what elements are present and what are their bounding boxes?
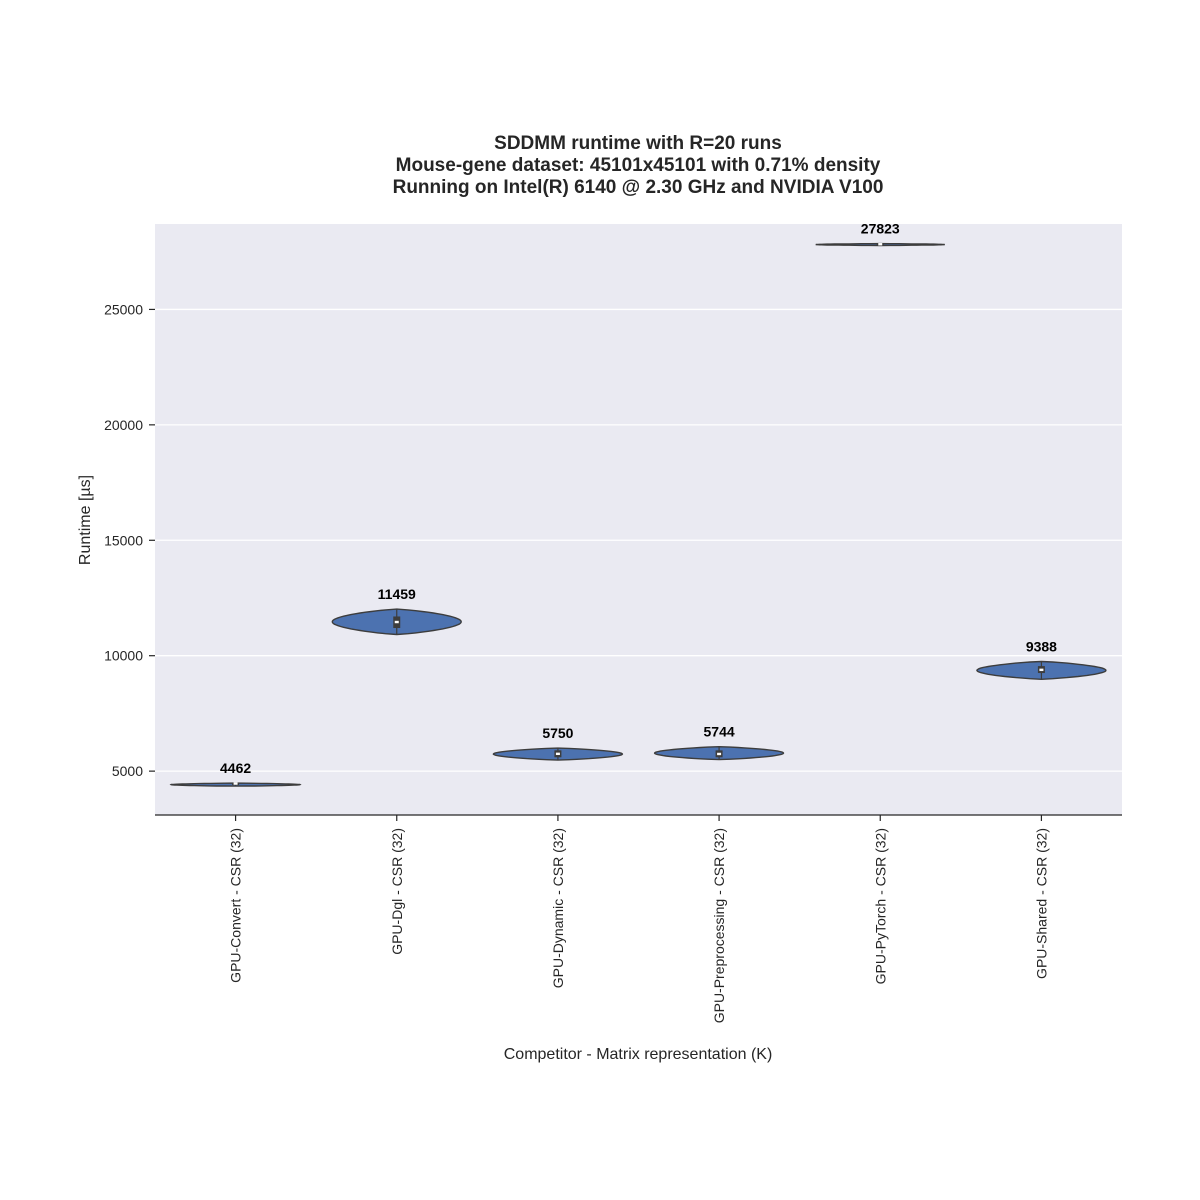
y-axis: 5000 10000 15000 20000 25000 [104, 301, 155, 779]
grid-lines [155, 308, 1122, 772]
violin-median [233, 782, 238, 785]
violins [169, 242, 1107, 787]
y-tick-label: 5000 [112, 763, 143, 779]
y-tick-label: 15000 [104, 532, 143, 548]
data-labels: 4462 11459 5750 5744 27823 9388 [220, 221, 1057, 777]
plot-area [155, 224, 1122, 815]
chart-title-line-2: Mouse-gene dataset: 45101x45101 with 0.7… [396, 155, 881, 176]
x-tick-label: GPU-Convert - CSR (32) [228, 828, 244, 983]
y-axis-label: Runtime [µs] [77, 475, 94, 565]
data-label: 5750 [542, 725, 573, 741]
y-tick-label: 10000 [104, 648, 143, 664]
x-axis: GPU-Convert - CSR (32) GPU-Dgl - CSR (32)… [228, 815, 1049, 1023]
x-tick-label: GPU-Preprocessing - CSR (32) [711, 828, 727, 1023]
violin-median [394, 620, 399, 624]
y-tick-label: 20000 [104, 417, 143, 433]
y-tick-label: 25000 [104, 301, 143, 317]
data-label: 5744 [704, 724, 735, 740]
data-label: 27823 [861, 221, 900, 237]
x-tick-label: GPU-PyTorch - CSR (32) [872, 828, 888, 984]
data-label: 11459 [378, 586, 416, 602]
data-label: 9388 [1026, 638, 1057, 654]
chart-title-line-1: SDDMM runtime with R=20 runs [494, 133, 782, 154]
data-label: 4462 [220, 760, 251, 776]
x-tick-label: GPU-Dgl - CSR (32) [389, 828, 405, 955]
violin-median [555, 752, 560, 756]
violin-median [1039, 668, 1044, 672]
x-tick-label: GPU-Shared - CSR (32) [1033, 828, 1049, 979]
violin-median [717, 752, 722, 756]
x-tick-label: GPU-Dynamic - CSR (32) [550, 828, 566, 988]
x-axis-label: Competitor - Matrix representation (K) [504, 1046, 773, 1063]
violin-median [878, 243, 883, 246]
chart-title-line-3: Running on Intel(R) 6140 @ 2.30 GHz and … [393, 177, 884, 198]
